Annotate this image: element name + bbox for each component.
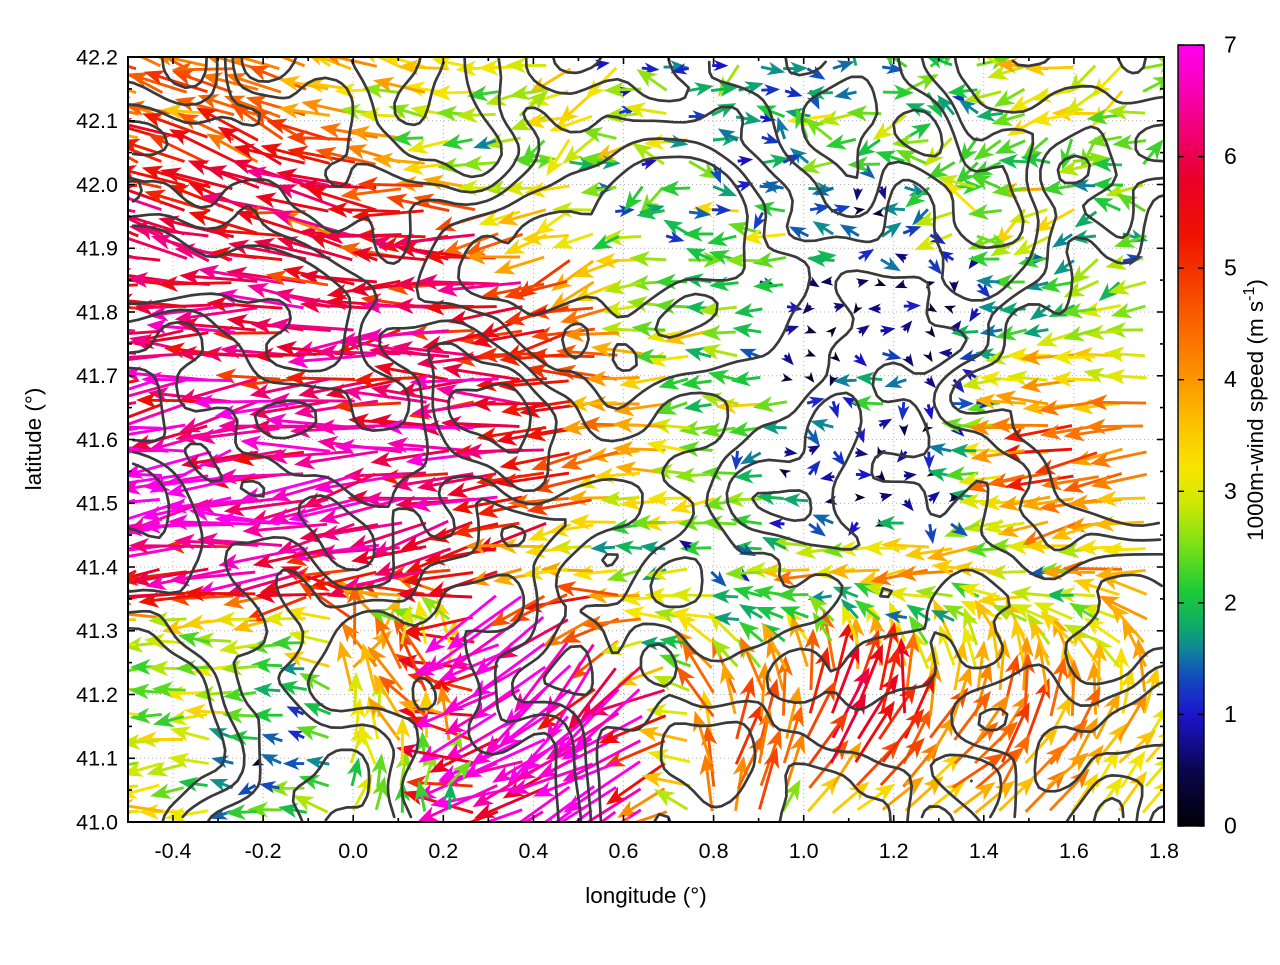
svg-text:41.7: 41.7 (76, 364, 118, 388)
svg-text:-0.4: -0.4 (154, 839, 191, 863)
svg-text:41.4: 41.4 (76, 556, 118, 580)
svg-text:41.9: 41.9 (76, 237, 118, 261)
svg-text:0.0: 0.0 (338, 839, 368, 863)
svg-text:1.6: 1.6 (1059, 839, 1089, 863)
svg-text:41.8: 41.8 (76, 301, 118, 325)
svg-text:0.2: 0.2 (428, 839, 458, 863)
svg-text:42.1: 42.1 (76, 109, 118, 133)
svg-text:0.4: 0.4 (518, 839, 548, 863)
svg-text:5: 5 (1224, 255, 1237, 281)
svg-text:1000m-wind speed (m s-1): 1000m-wind speed (m s-1) (1241, 279, 1268, 541)
svg-text:1.0: 1.0 (789, 839, 819, 863)
svg-text:0.6: 0.6 (609, 839, 639, 863)
svg-text:-0.2: -0.2 (245, 839, 282, 863)
svg-text:41.0: 41.0 (76, 811, 118, 835)
svg-text:1: 1 (1224, 701, 1237, 727)
svg-text:0.8: 0.8 (699, 839, 729, 863)
svg-text:41.5: 41.5 (76, 492, 118, 516)
svg-text:6: 6 (1224, 143, 1237, 169)
svg-text:41.3: 41.3 (76, 619, 118, 643)
svg-text:41.6: 41.6 (76, 428, 118, 452)
svg-text:latitude (°): latitude (°) (21, 388, 46, 491)
svg-text:3: 3 (1224, 478, 1237, 504)
svg-text:42.0: 42.0 (76, 173, 118, 197)
svg-text:1.8: 1.8 (1149, 839, 1179, 863)
svg-text:1.4: 1.4 (969, 839, 999, 863)
svg-text:longitude (°): longitude (°) (585, 883, 707, 908)
svg-text:0: 0 (1224, 813, 1237, 839)
svg-text:1.2: 1.2 (879, 839, 909, 863)
svg-text:41.2: 41.2 (76, 683, 118, 707)
svg-text:4: 4 (1224, 366, 1237, 392)
svg-text:42.2: 42.2 (76, 46, 118, 70)
svg-text:2: 2 (1224, 589, 1237, 615)
svg-text:7: 7 (1224, 32, 1237, 58)
svg-text:41.1: 41.1 (76, 747, 118, 771)
